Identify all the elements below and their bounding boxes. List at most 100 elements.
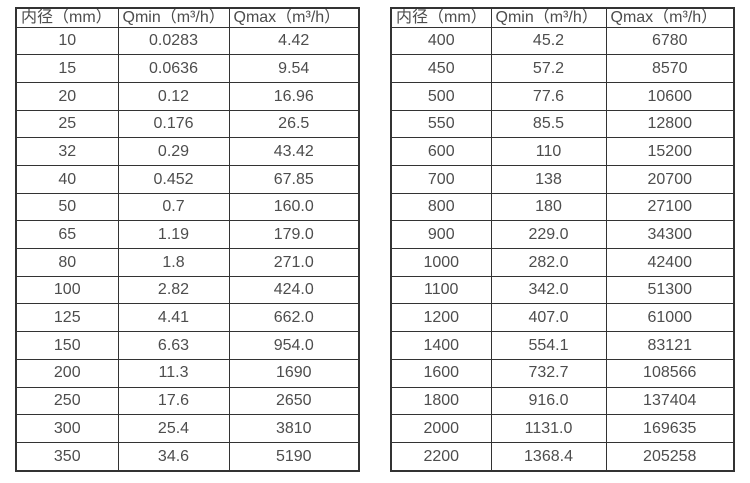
table-cell: 400: [390, 26, 492, 56]
table-row: 125 4.41 662.0: [15, 303, 360, 333]
table-cell: 500: [390, 81, 492, 111]
table-cell: 342.0: [490, 275, 607, 305]
header-row: 内径（mm） Qmin（m³/h） Qmax（m³/h）: [15, 7, 360, 28]
table-cell: 271.0: [228, 248, 360, 277]
table-cell: 34.6: [117, 441, 230, 472]
table-cell: 3810: [228, 414, 360, 443]
table-row: 450 57.2 8570: [390, 54, 735, 83]
table-cell: 57.2: [490, 54, 607, 83]
table-cell: 77.6: [490, 81, 607, 111]
table-cell: 407.0: [490, 303, 607, 333]
table-cell: 554.1: [490, 331, 607, 360]
table-cell: 5190: [228, 441, 360, 472]
table-cell: 424.0: [228, 275, 360, 305]
table-cell: 51300: [605, 275, 735, 305]
table-cell: 0.12: [117, 81, 230, 111]
table-cell: 61000: [605, 303, 735, 333]
table-row: 600 110 15200: [390, 137, 735, 167]
table-cell: 0.29: [117, 137, 230, 167]
table-cell: 1100: [390, 275, 492, 305]
table-cell: 0.7: [117, 192, 230, 222]
table-cell: 9.54: [228, 54, 360, 83]
table-row: 1100 342.0 51300: [390, 275, 735, 305]
table-row: 20 0.12 16.96: [15, 81, 360, 111]
table-cell: 67.85: [228, 165, 360, 194]
table-row: 400 45.2 6780: [390, 26, 735, 56]
table-cell: 1600: [390, 358, 492, 388]
table-cell: 110: [490, 137, 607, 167]
table-cell: 80: [15, 248, 119, 277]
table-cell: 229.0: [490, 220, 607, 250]
table-cell: 282.0: [490, 248, 607, 277]
table-cell: 1690: [228, 358, 360, 388]
table-row: 1600 732.7 108566: [390, 358, 735, 388]
table-row: 50 0.7 160.0: [15, 192, 360, 222]
table-row: 1200 407.0 61000: [390, 303, 735, 333]
table-cell: 12800: [605, 109, 735, 139]
table-cell: 550: [390, 109, 492, 139]
table-cell: 32: [15, 137, 119, 167]
table-cell: 43.42: [228, 137, 360, 167]
table-cell: 4.42: [228, 26, 360, 56]
table-cell: 1800: [390, 386, 492, 416]
table-row: 80 1.8 271.0: [15, 248, 360, 277]
table-cell: 350: [15, 441, 119, 472]
table-cell: 179.0: [228, 220, 360, 250]
table-cell: 108566: [605, 358, 735, 388]
table-cell: 0.176: [117, 109, 230, 139]
table-row: 1000 282.0 42400: [390, 248, 735, 277]
table-row: 100 2.82 424.0: [15, 275, 360, 305]
table-cell: 900: [390, 220, 492, 250]
table-cell: 205258: [605, 441, 735, 472]
table-cell: 27100: [605, 192, 735, 222]
column-header: Qmin（m³/h）: [117, 7, 230, 28]
table-cell: 0.0283: [117, 26, 230, 56]
table-cell: 1200: [390, 303, 492, 333]
table-row: 200 11.3 1690: [15, 358, 360, 388]
table-cell: 1131.0: [490, 414, 607, 443]
table-cell: 20700: [605, 165, 735, 194]
table-cell: 450: [390, 54, 492, 83]
table-cell: 160.0: [228, 192, 360, 222]
table-cell: 2200: [390, 441, 492, 472]
table-row: 1400 554.1 83121: [390, 331, 735, 360]
flow-table-small-diameters: 内径（mm） Qmin（m³/h） Qmax（m³/h） 10 0.0283 4.42 15…: [15, 7, 360, 472]
table-row: 800 180 27100: [390, 192, 735, 222]
table-cell: 42400: [605, 248, 735, 277]
table-row: 150 6.63 954.0: [15, 331, 360, 360]
table-cell: 50: [15, 192, 119, 222]
table-cell: 15200: [605, 137, 735, 167]
table-row: 10 0.0283 4.42: [15, 26, 360, 56]
table-cell: 10: [15, 26, 119, 56]
column-header: 内径（mm）: [15, 7, 119, 28]
table-cell: 25: [15, 109, 119, 139]
column-header: Qmin（m³/h）: [490, 7, 607, 28]
table-cell: 1368.4: [490, 441, 607, 472]
table-cell: 11.3: [117, 358, 230, 388]
table-cell: 732.7: [490, 358, 607, 388]
table-cell: 138: [490, 165, 607, 194]
table-cell: 2000: [390, 414, 492, 443]
table-cell: 8570: [605, 54, 735, 83]
header-row: 内径（mm） Qmin（m³/h） Qmax（m³/h）: [390, 7, 735, 28]
table-cell: 83121: [605, 331, 735, 360]
table-row: 700 138 20700: [390, 165, 735, 194]
table-cell: 10600: [605, 81, 735, 111]
table-cell: 25.4: [117, 414, 230, 443]
table-cell: 200: [15, 358, 119, 388]
table-cell: 954.0: [228, 331, 360, 360]
table-cell: 150: [15, 331, 119, 360]
table-cell: 1400: [390, 331, 492, 360]
table-row: 40 0.452 67.85: [15, 165, 360, 194]
table-cell: 662.0: [228, 303, 360, 333]
table-cell: 137404: [605, 386, 735, 416]
table-cell: 250: [15, 386, 119, 416]
table-cell: 0.452: [117, 165, 230, 194]
table-cell: 85.5: [490, 109, 607, 139]
table-row: 25 0.176 26.5: [15, 109, 360, 139]
table-row: 2000 1131.0 169635: [390, 414, 735, 443]
table-row: 250 17.6 2650: [15, 386, 360, 416]
table-cell: 6.63: [117, 331, 230, 360]
table-cell: 65: [15, 220, 119, 250]
table-cell: 1.19: [117, 220, 230, 250]
